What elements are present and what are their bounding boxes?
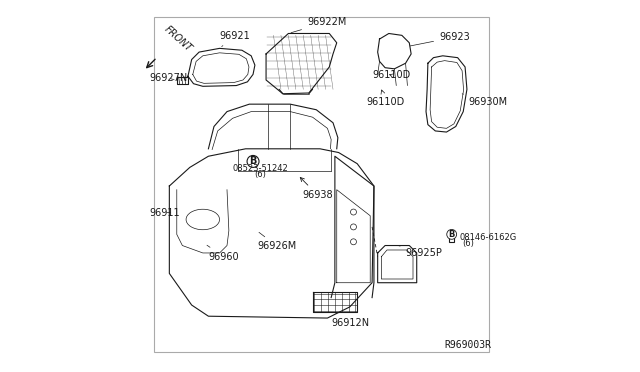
Text: 96930M: 96930M: [462, 94, 508, 107]
Text: 96110D: 96110D: [372, 70, 410, 80]
Text: 96960: 96960: [207, 245, 239, 262]
Text: 08523-51242: 08523-51242: [232, 164, 289, 173]
Bar: [449, 234, 454, 242]
Text: 96923: 96923: [410, 32, 470, 46]
Text: (6): (6): [255, 170, 266, 179]
Text: 96110D: 96110D: [367, 90, 404, 107]
Text: B: B: [250, 156, 257, 166]
Text: (6): (6): [462, 239, 474, 248]
Text: R969003R: R969003R: [444, 340, 491, 350]
Text: 96938: 96938: [300, 177, 333, 200]
Text: 08146-6162G: 08146-6162G: [460, 232, 516, 241]
Text: B: B: [449, 230, 455, 239]
Text: 96912N: 96912N: [331, 312, 369, 327]
Text: 96922M: 96922M: [291, 17, 346, 33]
Text: 96926M: 96926M: [257, 232, 297, 251]
Text: 96927N: 96927N: [149, 73, 187, 83]
Text: 96921: 96921: [219, 31, 250, 46]
Text: FRONT: FRONT: [162, 24, 193, 53]
Text: 96925P: 96925P: [398, 246, 442, 258]
Text: 96911: 96911: [149, 208, 179, 218]
